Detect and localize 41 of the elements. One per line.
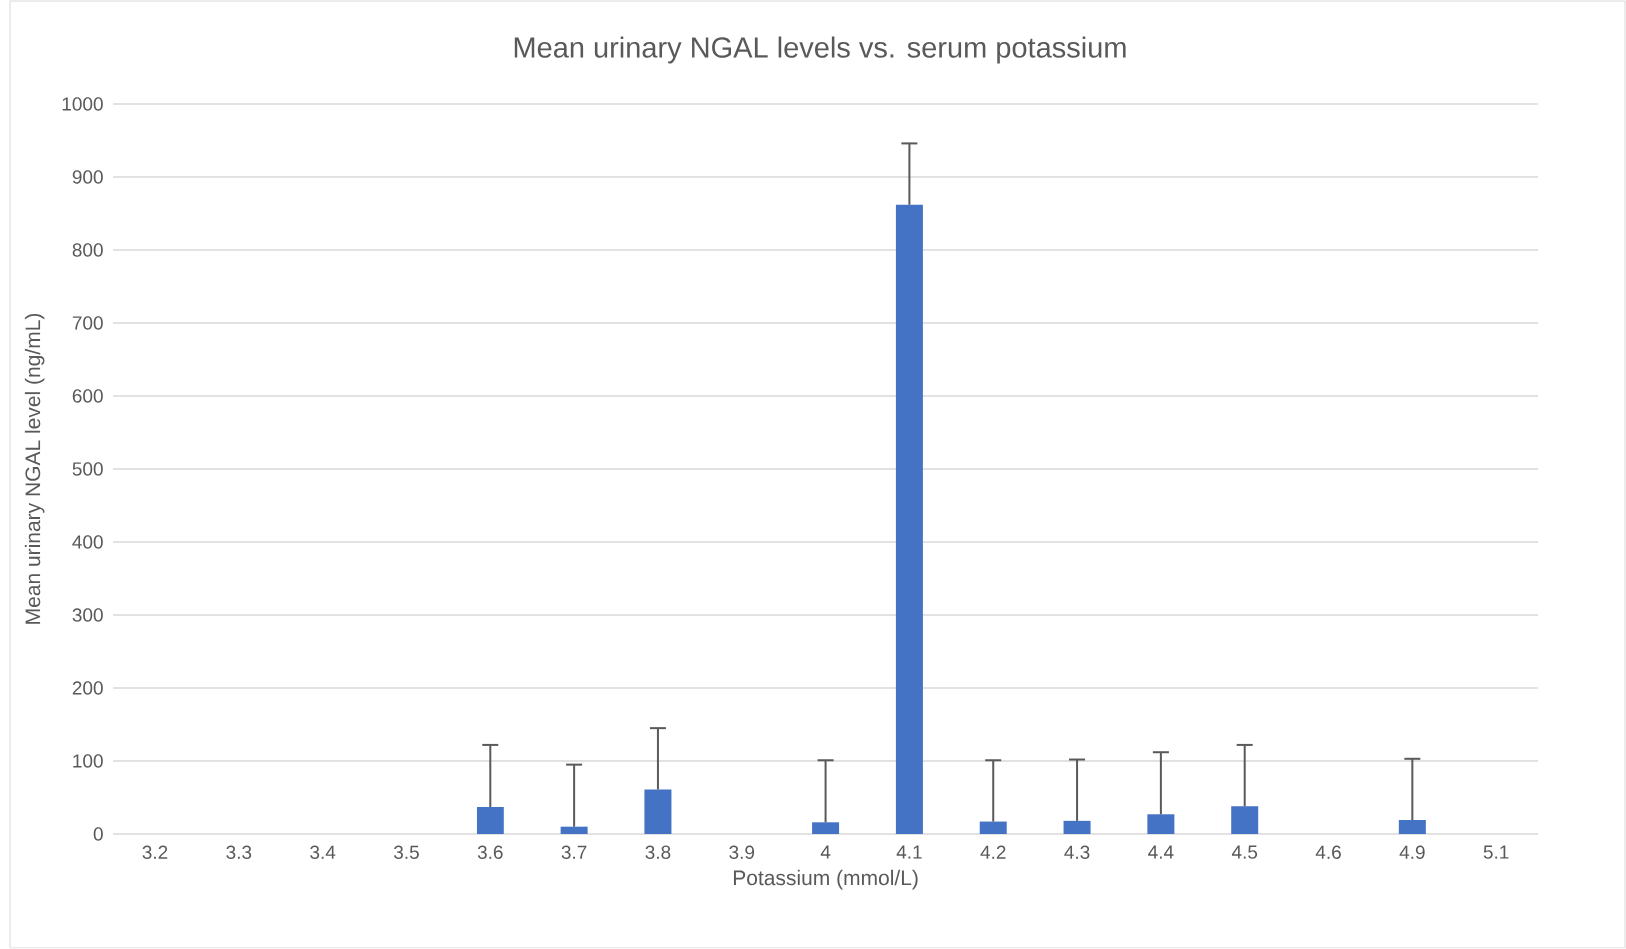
y-tick-label: 600 (72, 389, 103, 403)
x-tick-label: 3.4 (310, 845, 336, 859)
y-tick-label: 500 (72, 462, 103, 476)
bar (1063, 820, 1091, 834)
y-tick-label: 900 (72, 170, 103, 184)
bar (1231, 806, 1259, 834)
y-tick-label: 300 (72, 608, 103, 622)
x-tick-label: 3.8 (645, 845, 671, 859)
x-tick-label: 4.9 (1399, 845, 1425, 859)
y-tick-label: 400 (72, 535, 103, 549)
x-tick-label: 4.2 (980, 845, 1006, 859)
y-axis-title: Mean urinary NGAL level (ng/mL) (24, 313, 45, 624)
x-tick-label: 4.1 (896, 845, 922, 859)
x-axis-title: Potassium (mmol/L) (733, 869, 918, 890)
bar (560, 826, 588, 834)
bar (1398, 820, 1426, 834)
bar (644, 789, 672, 834)
x-tick-label: 3.6 (477, 845, 503, 859)
x-tick-label: 4 (820, 845, 831, 859)
bar (895, 204, 923, 834)
bar (476, 806, 504, 834)
x-tick-label: 4.5 (1231, 845, 1258, 859)
bar (979, 821, 1007, 834)
x-tick-label: 4.6 (1315, 845, 1341, 859)
x-tick-label: 3.7 (561, 845, 587, 859)
x-tick-label: 5.1 (1483, 845, 1509, 859)
y-tick-label: 100 (73, 754, 103, 768)
chart-title: Mean urinary NGAL levels vs. serum potassium (514, 36, 1126, 64)
x-tick-label: 4.3 (1064, 845, 1090, 859)
y-tick-label: 700 (72, 316, 103, 330)
x-tick-label: 3.3 (226, 845, 252, 859)
y-tick-label: 0 (93, 827, 103, 841)
bar (1147, 814, 1175, 834)
x-tick-label: 4.4 (1148, 845, 1174, 859)
y-tick-label: 800 (72, 243, 103, 257)
x-tick-label: 3.9 (729, 845, 755, 859)
y-tick-label: 1000 (62, 97, 103, 111)
x-tick-label: 3.2 (142, 845, 168, 859)
x-tick-label: 3.5 (393, 845, 419, 859)
bar (812, 822, 840, 834)
y-tick-label: 200 (72, 681, 103, 695)
